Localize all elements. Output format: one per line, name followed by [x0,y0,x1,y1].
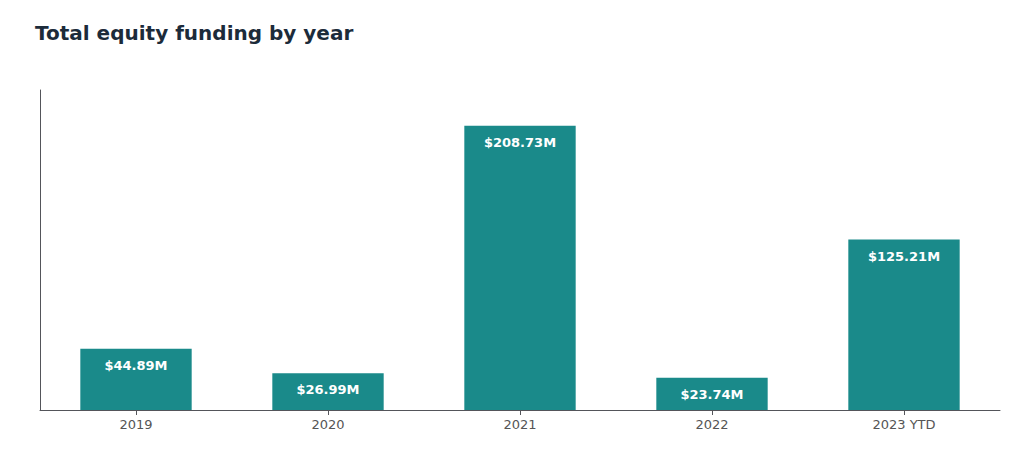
svg-text:2019: 2019 [119,417,152,432]
svg-text:2023 YTD: 2023 YTD [872,417,935,432]
svg-text:Total equity funding by year: Total equity funding by year [35,21,353,45]
svg-text:$23.74M: $23.74M [680,387,743,402]
svg-text:2022: 2022 [695,417,728,432]
svg-text:2020: 2020 [311,417,344,432]
svg-text:$125.21M: $125.21M [868,249,940,264]
svg-text:$44.89M: $44.89M [104,358,167,373]
svg-text:2021: 2021 [503,417,536,432]
svg-text:$208.73M: $208.73M [484,135,556,150]
svg-text:$26.99M: $26.99M [296,382,359,397]
